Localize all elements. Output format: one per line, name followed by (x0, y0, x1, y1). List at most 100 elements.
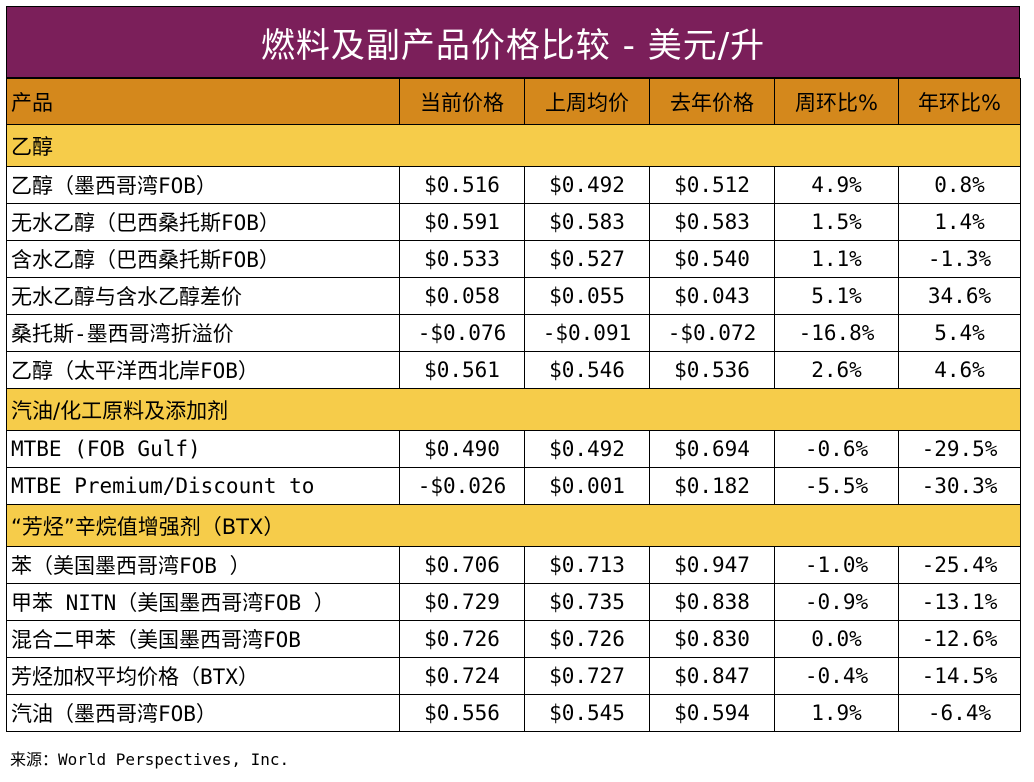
table-row: 无水乙醇（巴西桑托斯FOB） $0.591 $0.583 $0.583 1.5% 1.4% (6, 203, 1021, 241)
last-year-price-cell: $0.512 (649, 166, 775, 204)
current-price-cell: $0.706 (399, 546, 525, 584)
last-year-price-cell: $0.594 (649, 694, 775, 732)
year-change-cell: -14.5% (898, 657, 1021, 695)
price-table-frame: 燃料及副产品价格比较 - 美元/升 产品 当前价格 上周均价 去年价格 周环比%… (6, 6, 1021, 732)
header-row: 产品 当前价格 上周均价 去年价格 周环比% 年环比% (6, 78, 1021, 125)
table-row: 乙醇（墨西哥湾FOB） $0.516 $0.492 $0.512 4.9% 0.8% (6, 166, 1021, 204)
table-row: 汽油（墨西哥湾FOB） $0.556 $0.545 $0.594 1.9% -6.4% (6, 694, 1021, 732)
last-year-price-cell: $0.182 (649, 467, 775, 505)
last-week-avg-cell: $0.735 (524, 583, 650, 621)
section-label: “芳烃”辛烷值增强剂（BTX） (6, 504, 1021, 547)
year-change-cell: -1.3% (898, 240, 1021, 278)
last-year-price-cell: $0.536 (649, 351, 775, 389)
week-change-cell: -0.6% (774, 430, 899, 468)
section-label: 汽油/化工原料及添加剂 (6, 388, 1021, 431)
year-change-cell: 0.8% (898, 166, 1021, 204)
product-name-cell: 乙醇（太平洋西北岸FOB） (6, 351, 400, 389)
table-body: 乙醇 乙醇（墨西哥湾FOB） $0.516 $0.492 $0.512 4.9% 0.8% 无… (6, 124, 1021, 732)
section-row: 乙醇 (6, 124, 1021, 167)
section-row: 汽油/化工原料及添加剂 (6, 388, 1021, 431)
header-last-week-avg: 上周均价 (524, 78, 650, 125)
week-change-cell: -5.5% (774, 467, 899, 505)
week-change-cell: 0.0% (774, 620, 899, 658)
last-week-avg-cell: -$0.091 (524, 314, 650, 352)
week-change-cell: 1.1% (774, 240, 899, 278)
current-price-cell: $0.724 (399, 657, 525, 695)
table-row: 甲苯 NITN（美国墨西哥湾FOB ） $0.729 $0.735 $0.838 -0.… (6, 583, 1021, 621)
product-name-cell: MTBE Premium/Discount to (6, 467, 400, 505)
last-week-avg-cell: $0.055 (524, 277, 650, 315)
last-week-avg-cell: $0.492 (524, 166, 650, 204)
year-change-cell: 4.6% (898, 351, 1021, 389)
current-price-cell: $0.591 (399, 203, 525, 241)
current-price-cell: -$0.026 (399, 467, 525, 505)
week-change-cell: 1.9% (774, 694, 899, 732)
product-name-cell: 乙醇（墨西哥湾FOB） (6, 166, 400, 204)
last-week-avg-cell: $0.727 (524, 657, 650, 695)
year-change-cell: -6.4% (898, 694, 1021, 732)
section-label: 乙醇 (6, 124, 1021, 167)
year-change-cell: -25.4% (898, 546, 1021, 584)
year-change-cell: -12.6% (898, 620, 1021, 658)
current-price-cell: $0.533 (399, 240, 525, 278)
product-name-cell: 芳烃加权平均价格（BTX） (6, 657, 400, 695)
last-year-price-cell: -$0.072 (649, 314, 775, 352)
year-change-cell: 1.4% (898, 203, 1021, 241)
product-name-cell: 无水乙醇与含水乙醇差价 (6, 277, 400, 315)
last-week-avg-cell: $0.546 (524, 351, 650, 389)
year-change-cell: -13.1% (898, 583, 1021, 621)
price-table: 产品 当前价格 上周均价 去年价格 周环比% 年环比% 乙醇 乙醇（墨西哥湾FOB… (6, 78, 1021, 732)
year-change-cell: -29.5% (898, 430, 1021, 468)
last-week-avg-cell: $0.545 (524, 694, 650, 732)
product-name-cell: MTBE (FOB Gulf) (6, 430, 400, 468)
current-price-cell: $0.556 (399, 694, 525, 732)
table-row: MTBE Premium/Discount to -$0.026 $0.001 $0.… (6, 467, 1021, 505)
header-week-change: 周环比% (774, 78, 899, 125)
table-row: 苯（美国墨西哥湾FOB ） $0.706 $0.713 $0.947 -1.0% -25.… (6, 546, 1021, 584)
current-price-cell: -$0.076 (399, 314, 525, 352)
product-name-cell: 苯（美国墨西哥湾FOB ） (6, 546, 400, 584)
last-week-avg-cell: $0.492 (524, 430, 650, 468)
current-price-cell: $0.729 (399, 583, 525, 621)
product-name-cell: 无水乙醇（巴西桑托斯FOB） (6, 203, 400, 241)
last-year-price-cell: $0.583 (649, 203, 775, 241)
year-change-cell: 5.4% (898, 314, 1021, 352)
table-row: 桑托斯-墨西哥湾折溢价 -$0.076 -$0.091 -$0.072 -16.8% 5.… (6, 314, 1021, 352)
last-year-price-cell: $0.838 (649, 583, 775, 621)
current-price-cell: $0.490 (399, 430, 525, 468)
week-change-cell: 5.1% (774, 277, 899, 315)
table-row: 含水乙醇（巴西桑托斯FOB） $0.533 $0.527 $0.540 1.1% -1.3… (6, 240, 1021, 278)
product-name-cell: 混合二甲苯（美国墨西哥湾FOB (6, 620, 400, 658)
last-year-price-cell: $0.847 (649, 657, 775, 695)
header-last-year-price: 去年价格 (649, 78, 775, 125)
week-change-cell: 1.5% (774, 203, 899, 241)
current-price-cell: $0.058 (399, 277, 525, 315)
week-change-cell: -1.0% (774, 546, 899, 584)
last-week-avg-cell: $0.527 (524, 240, 650, 278)
last-week-avg-cell: $0.713 (524, 546, 650, 584)
week-change-cell: -0.4% (774, 657, 899, 695)
page-title: 燃料及副产品价格比较 - 美元/升 (6, 6, 1020, 78)
source-note: 来源：World Perspectives, Inc. (10, 750, 290, 769)
table-row: 混合二甲苯（美国墨西哥湾FOB $0.726 $0.726 $0.830 0.0% -12… (6, 620, 1021, 658)
year-change-cell: 34.6% (898, 277, 1021, 315)
week-change-cell: -0.9% (774, 583, 899, 621)
last-week-avg-cell: $0.726 (524, 620, 650, 658)
week-change-cell: -16.8% (774, 314, 899, 352)
current-price-cell: $0.516 (399, 166, 525, 204)
table-row: 无水乙醇与含水乙醇差价 $0.058 $0.055 $0.043 5.1% 34.6% (6, 277, 1021, 315)
header-year-change: 年环比% (898, 78, 1021, 125)
header-current-price: 当前价格 (399, 78, 525, 125)
last-year-price-cell: $0.043 (649, 277, 775, 315)
week-change-cell: 4.9% (774, 166, 899, 204)
product-name-cell: 桑托斯-墨西哥湾折溢价 (6, 314, 400, 352)
product-name-cell: 含水乙醇（巴西桑托斯FOB） (6, 240, 400, 278)
last-week-avg-cell: $0.001 (524, 467, 650, 505)
header-product: 产品 (6, 78, 400, 125)
table-row: 乙醇（太平洋西北岸FOB） $0.561 $0.546 $0.536 2.6% 4.6% (6, 351, 1021, 389)
last-year-price-cell: $0.694 (649, 430, 775, 468)
week-change-cell: 2.6% (774, 351, 899, 389)
last-week-avg-cell: $0.583 (524, 203, 650, 241)
last-year-price-cell: $0.830 (649, 620, 775, 658)
current-price-cell: $0.561 (399, 351, 525, 389)
